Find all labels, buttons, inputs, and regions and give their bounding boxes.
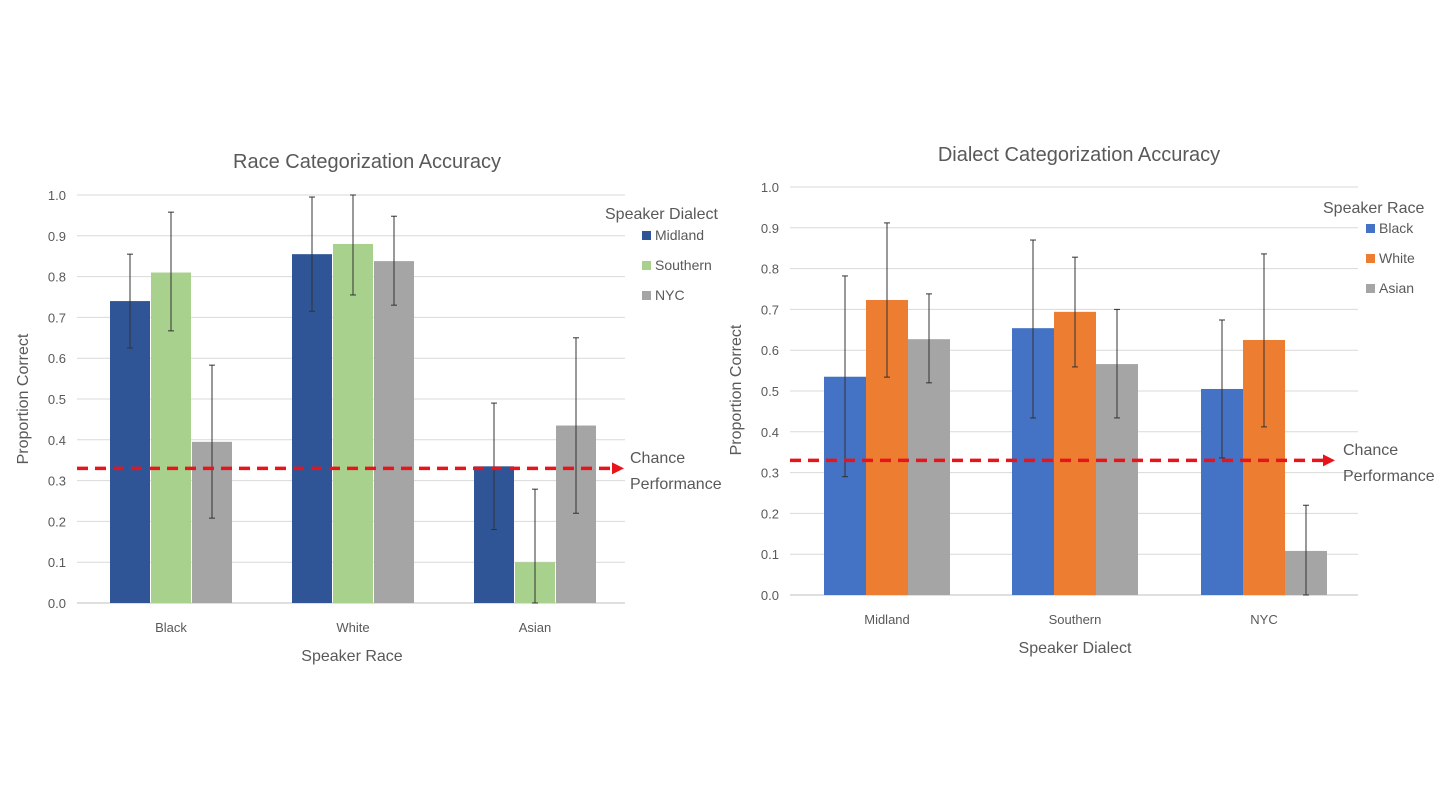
x-tick-label: Black [155,620,187,635]
legend-label: Asian [1379,280,1414,296]
x-tick-label: Asian [519,620,552,635]
x-tick-label: NYC [1250,612,1277,627]
y-tick-label: 0.4 [761,425,779,440]
legend-title: Speaker Dialect [605,206,719,223]
y-tick-label: 0.9 [761,221,779,236]
y-tick-label: 0.1 [48,555,66,570]
legend-swatch [642,231,651,240]
chance-label: Chance [1343,442,1398,459]
legend-swatch [642,261,651,270]
legend-swatch [1366,254,1375,263]
y-tick-label: 0.2 [761,506,779,521]
y-tick-label: 0.0 [48,596,66,611]
y-tick-label: 0.0 [761,588,779,603]
y-tick-label: 0.2 [48,514,66,529]
legend-label: NYC [655,287,685,303]
y-tick-label: 1.0 [761,180,779,195]
x-tick-label: White [336,620,369,635]
y-tick-label: 0.3 [48,474,66,489]
x-axis-label: Speaker Race [301,648,402,665]
y-tick-label: 1.0 [48,188,66,203]
legend-label: White [1379,250,1415,266]
chance-label: Chance [630,450,685,467]
legend-label: Black [1379,220,1414,236]
arrow-icon [612,462,624,475]
chart-1: 0.0 0.1 0.2 0.3 0.4 0.5 0.6 0.7 0.8 0.9 1.0 Black Wh… [15,151,722,665]
y-tick-label: 0.9 [48,229,66,244]
x-axis-label: Speaker Dialect [1019,640,1133,657]
legend-label: Southern [655,257,712,273]
y-tick-label: 0.6 [48,351,66,366]
legend-label: Midland [655,227,704,243]
y-tick-label: 0.8 [761,262,779,277]
bar-southern-white [333,243,373,603]
chance-label: Performance [1343,468,1435,485]
legend-swatch [1366,224,1375,233]
bar-midland-white [292,254,332,603]
chart-2: 0.0 0.1 0.2 0.3 0.4 0.5 0.6 0.7 0.8 0.9 1.0 Midland… [728,144,1435,657]
y-tick-label: 0.5 [48,392,66,407]
x-tick-label: Southern [1049,612,1102,627]
y-tick-label: 0.1 [761,547,779,562]
y-tick-label: 0.5 [761,384,779,399]
y-tick-label: 0.7 [761,302,779,317]
y-axis-label: Proportion Correct [15,333,32,464]
y-tick-label: 0.8 [48,270,66,285]
chart-title: Dialect Categorization Accuracy [938,144,1220,166]
bar-nyc-white [374,261,414,603]
arrow-icon [1323,454,1335,467]
legend-swatch [642,291,651,300]
y-tick-label: 0.6 [761,343,779,358]
legend-swatch [1366,284,1375,293]
x-tick-label: Midland [864,612,910,627]
chance-label: Performance [630,476,722,493]
legend-title: Speaker Race [1323,200,1424,217]
y-axis-label: Proportion Correct [728,324,745,455]
y-tick-label: 0.7 [48,310,66,325]
bar-midland-black [110,301,150,603]
y-tick-label: 0.4 [48,433,66,448]
y-tick-label: 0.3 [761,466,779,481]
chart-title: Race Categorization Accuracy [233,151,501,173]
